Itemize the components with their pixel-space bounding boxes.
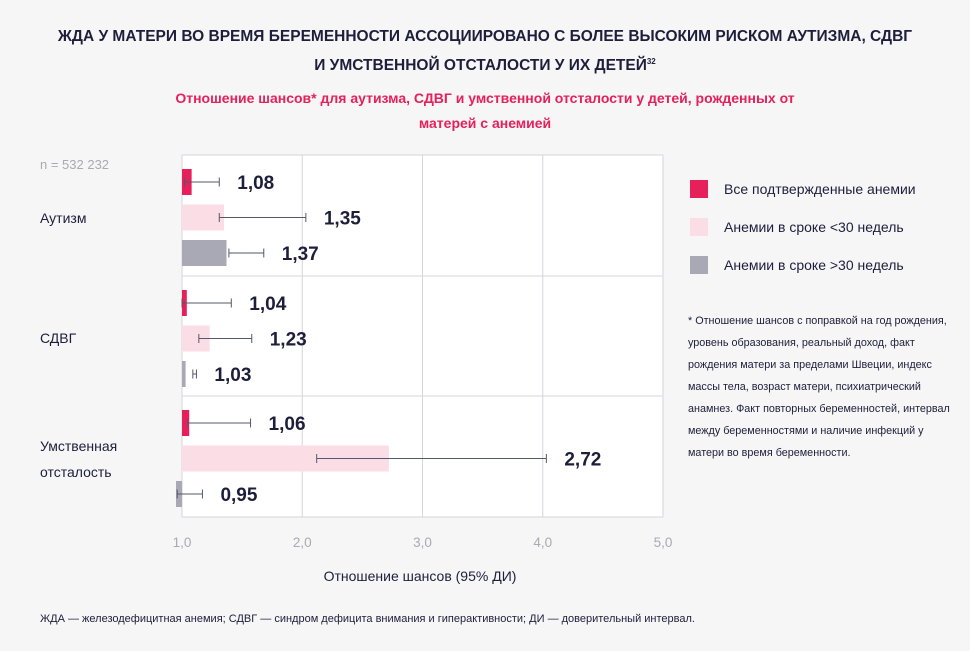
category-label: Умственная отсталость xyxy=(40,433,117,485)
category-label: СДВГ xyxy=(40,325,76,351)
chart-subtitle-line2: матерей с анемией xyxy=(418,115,552,131)
x-tick-label: 2,0 xyxy=(292,535,312,550)
legend-swatch xyxy=(690,180,708,198)
data-label: 1,35 xyxy=(324,209,361,230)
title-reference: 32 xyxy=(646,57,656,66)
chart-subtitle-line1: Отношение шансов* для аутизма, СДВГ и ум… xyxy=(175,90,795,106)
bar xyxy=(182,361,186,387)
legend-label: Анемии в сроке <30 недель xyxy=(724,219,904,235)
x-tick-label: 3,0 xyxy=(413,535,432,550)
x-tick-label: 1,0 xyxy=(172,535,192,550)
chart-title-line1: ЖДА У МАТЕРИ ВО ВРЕМЯ БЕРЕМЕННОСТИ АССОЦ… xyxy=(57,28,913,45)
legend-label: Анемии в сроке >30 недель xyxy=(724,257,904,273)
legend-item: Все подтвержденные анемии xyxy=(690,180,960,200)
adjustment-note: * Отношение шансов с поправкой на год ро… xyxy=(688,315,950,459)
legend-swatch xyxy=(690,218,708,236)
bar xyxy=(182,204,225,231)
data-label: 1,23 xyxy=(270,330,307,351)
data-label: 0,95 xyxy=(220,485,257,506)
chart-title: ЖДА У МАТЕРИ ВО ВРЕМЯ БЕРЕМЕННОСТИ АССОЦ… xyxy=(0,24,970,78)
chart-title-line2: И УМСТВЕННОЙ ОТСТАЛОСТИ У ИХ ДЕТЕЙ32 xyxy=(0,49,970,78)
chart-title-line2-text: И УМСТВЕННОЙ ОТСТАЛОСТИ У ИХ ДЕТЕЙ xyxy=(314,57,647,74)
data-label: 1,37 xyxy=(282,244,319,265)
category-label-line: Умственная xyxy=(40,437,118,454)
data-label: 2,72 xyxy=(564,450,601,471)
legend-item: Анемии в сроке >30 недель xyxy=(690,256,960,276)
data-label: 1,08 xyxy=(237,173,274,194)
legend-item: Анемии в сроке <30 недель xyxy=(690,218,960,238)
chart-subtitle: Отношение шансов* для аутизма, СДВГ и ум… xyxy=(0,86,970,136)
category-label-line: отсталость xyxy=(40,463,112,480)
abbreviations-footnote: ЖДА — железодефицитная анемия; СДВГ — си… xyxy=(40,613,695,625)
category-label-line: СДВГ xyxy=(40,330,77,346)
category-label: Аутизм xyxy=(40,205,86,231)
sample-size: n = 532 232 xyxy=(40,157,110,172)
x-tick-label: 4,0 xyxy=(533,535,553,550)
category-label-line: Аутизм xyxy=(40,209,87,226)
x-tick-label: 5,0 xyxy=(653,535,673,550)
data-label: 1,04 xyxy=(249,294,286,315)
x-axis-label: Отношение шансов (95% ДИ) xyxy=(323,568,517,584)
bar xyxy=(182,410,190,436)
legend-swatch xyxy=(690,256,708,274)
bar xyxy=(182,240,227,266)
data-label: 1,06 xyxy=(269,414,306,435)
data-label: 1,03 xyxy=(214,365,251,386)
legend-label: Все подтвержденные анемии xyxy=(724,181,916,197)
